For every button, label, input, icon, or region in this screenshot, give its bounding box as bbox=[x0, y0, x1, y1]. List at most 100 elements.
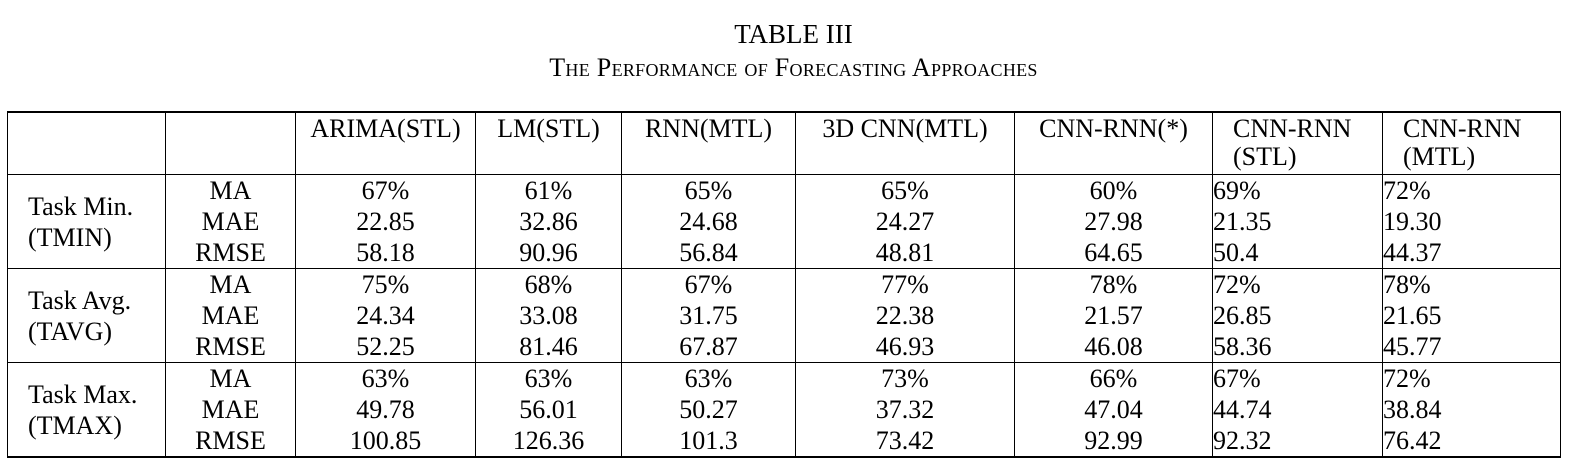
table-cell: 81.46 bbox=[475, 331, 622, 363]
table-cell: 76.42 bbox=[1382, 425, 1561, 457]
table-cell: 22.38 bbox=[795, 300, 1015, 331]
table-row: MAE 24.34 33.08 31.75 22.38 21.57 26.85 21.65 bbox=[8, 300, 1561, 331]
table-cell: 67% bbox=[295, 174, 476, 206]
table-cell: 63% bbox=[621, 362, 796, 394]
table-cell: 90.96 bbox=[475, 237, 622, 269]
table-cell: 69% bbox=[1212, 174, 1383, 206]
column-header: ARIMA(STL) bbox=[295, 112, 476, 175]
table-cell: 56.01 bbox=[475, 394, 622, 425]
table-title: The Performance of Forecasting Approache… bbox=[549, 53, 1038, 82]
column-header: RNN(MTL) bbox=[621, 112, 796, 175]
table-row: Task Min. (TMIN) MA 67% 61% 65% 65% 60% 69% 72% bbox=[7, 174, 1561, 269]
metric-label: MAE bbox=[165, 300, 296, 331]
table-cell: 63% bbox=[475, 362, 622, 394]
table-cell: 61% bbox=[475, 174, 622, 206]
table-cell: 46.08 bbox=[1014, 331, 1213, 363]
metric-label: MA bbox=[165, 362, 296, 394]
table-cell: 100.85 bbox=[295, 425, 476, 457]
metric-label: MAE bbox=[165, 206, 296, 237]
table-label: TABLE III bbox=[734, 19, 853, 49]
header-empty-metric bbox=[165, 112, 296, 175]
table-cell: 50.27 bbox=[621, 394, 796, 425]
table-cell: 38.84 bbox=[1382, 394, 1561, 425]
task-group: Task Avg. (TAVG) MA 75% 68% 67% 77% 78% 72% 78% MA… bbox=[7, 268, 1561, 363]
table-cell: 73.42 bbox=[795, 425, 1015, 457]
table-row: MAE 49.78 56.01 50.27 37.32 47.04 44.74 38.84 bbox=[8, 394, 1561, 425]
task-name: Task Max. bbox=[28, 379, 138, 409]
table-row: MAE 22.85 32.86 24.68 24.27 27.98 21.35 19.30 bbox=[8, 206, 1561, 237]
table-cell: 24.27 bbox=[795, 206, 1015, 237]
table-cell: 24.34 bbox=[295, 300, 476, 331]
table-cell: 68% bbox=[475, 268, 622, 300]
table-cell: 22.85 bbox=[295, 206, 476, 237]
table-cell: 65% bbox=[621, 174, 796, 206]
table-cell: 72% bbox=[1212, 268, 1383, 300]
table-cell: 66% bbox=[1014, 362, 1213, 394]
metric-label: MA bbox=[165, 174, 296, 206]
table-cell: 47.04 bbox=[1014, 394, 1213, 425]
task-group: Task Min. (TMIN) MA 67% 61% 65% 65% 60% 69% 72% MA… bbox=[7, 174, 1561, 269]
task-code: (TAVG) bbox=[28, 316, 113, 346]
table-cell: 27.98 bbox=[1014, 206, 1213, 237]
table-cell: 72% bbox=[1382, 174, 1561, 206]
metric-label: RMSE bbox=[165, 237, 296, 269]
table-cell: 48.81 bbox=[795, 237, 1015, 269]
metric-label: MA bbox=[165, 268, 296, 300]
table-row: RMSE 52.25 81.46 67.87 46.93 46.08 58.36 45.77 bbox=[8, 331, 1561, 363]
table-cell: 56.84 bbox=[621, 237, 796, 269]
column-header: CNN-RNN (MTL) bbox=[1382, 112, 1561, 175]
table-cell: 46.93 bbox=[795, 331, 1015, 363]
table-cell: 72% bbox=[1382, 362, 1561, 394]
table-cell: 33.08 bbox=[475, 300, 622, 331]
header-row: ARIMA(STL) LM(STL) RNN(MTL) 3D CNN(MTL) … bbox=[7, 112, 1561, 175]
table-row: Task Max. (TMAX) MA 63% 63% 63% 73% 66% 67% 72% bbox=[7, 362, 1561, 457]
table-cell: 58.18 bbox=[295, 237, 476, 269]
table-cell: 49.78 bbox=[295, 394, 476, 425]
table-cell: 21.65 bbox=[1382, 300, 1561, 331]
table-cell: 44.74 bbox=[1212, 394, 1383, 425]
column-header: CNN-RNN (STL) bbox=[1212, 112, 1383, 175]
table-cell: 92.99 bbox=[1014, 425, 1213, 457]
task-name: Task Min. bbox=[28, 191, 134, 221]
table-cell: 78% bbox=[1014, 268, 1213, 300]
task-group: Task Max. (TMAX) MA 63% 63% 63% 73% 66% 67% 72% MA… bbox=[7, 362, 1561, 457]
table-row: RMSE 100.85 126.36 101.3 73.42 92.99 92.32 76.4… bbox=[8, 425, 1561, 457]
table-row: RMSE 58.18 90.96 56.84 48.81 64.65 50.4 44.37 bbox=[8, 237, 1561, 269]
table-cell: 52.25 bbox=[295, 331, 476, 363]
column-header: LM(STL) bbox=[475, 112, 622, 175]
metric-label: RMSE bbox=[165, 425, 296, 457]
table-cell: 65% bbox=[795, 174, 1015, 206]
task-code: (TMIN) bbox=[28, 222, 112, 252]
table-cell: 73% bbox=[795, 362, 1015, 394]
table-cell: 32.86 bbox=[475, 206, 622, 237]
header-empty-task bbox=[7, 112, 166, 175]
table-cell: 67% bbox=[1212, 362, 1383, 394]
table-cell: 67% bbox=[621, 268, 796, 300]
task-code: (TMAX) bbox=[28, 410, 122, 440]
metric-label: MAE bbox=[165, 394, 296, 425]
task-label: Task Avg. (TAVG) bbox=[7, 268, 166, 363]
table-cell: 78% bbox=[1382, 268, 1561, 300]
table-cell: 21.35 bbox=[1212, 206, 1383, 237]
column-header: CNN-RNN(*) bbox=[1014, 112, 1213, 175]
table-cell: 37.32 bbox=[795, 394, 1015, 425]
table-cell: 45.77 bbox=[1382, 331, 1561, 363]
table-cell: 24.68 bbox=[621, 206, 796, 237]
task-label: Task Min. (TMIN) bbox=[7, 174, 166, 269]
table-cell: 26.85 bbox=[1212, 300, 1383, 331]
table-cell: 67.87 bbox=[621, 331, 796, 363]
table-cell: 50.4 bbox=[1212, 237, 1383, 269]
table-cell: 60% bbox=[1014, 174, 1213, 206]
table-row: Task Avg. (TAVG) MA 75% 68% 67% 77% 78% 72% 78% bbox=[7, 268, 1561, 363]
table-cell: 58.36 bbox=[1212, 331, 1383, 363]
table-cell: 75% bbox=[295, 268, 476, 300]
metric-label: RMSE bbox=[165, 331, 296, 363]
table-cell: 77% bbox=[795, 268, 1015, 300]
table-cell: 126.36 bbox=[475, 425, 622, 457]
table-cell: 44.37 bbox=[1382, 237, 1561, 269]
table-cell: 64.65 bbox=[1014, 237, 1213, 269]
task-name: Task Avg. bbox=[28, 285, 132, 315]
task-label: Task Max. (TMAX) bbox=[7, 362, 166, 457]
table-cell: 19.30 bbox=[1382, 206, 1561, 237]
performance-table: ARIMA(STL) LM(STL) RNN(MTL) 3D CNN(MTL) … bbox=[7, 111, 1561, 458]
